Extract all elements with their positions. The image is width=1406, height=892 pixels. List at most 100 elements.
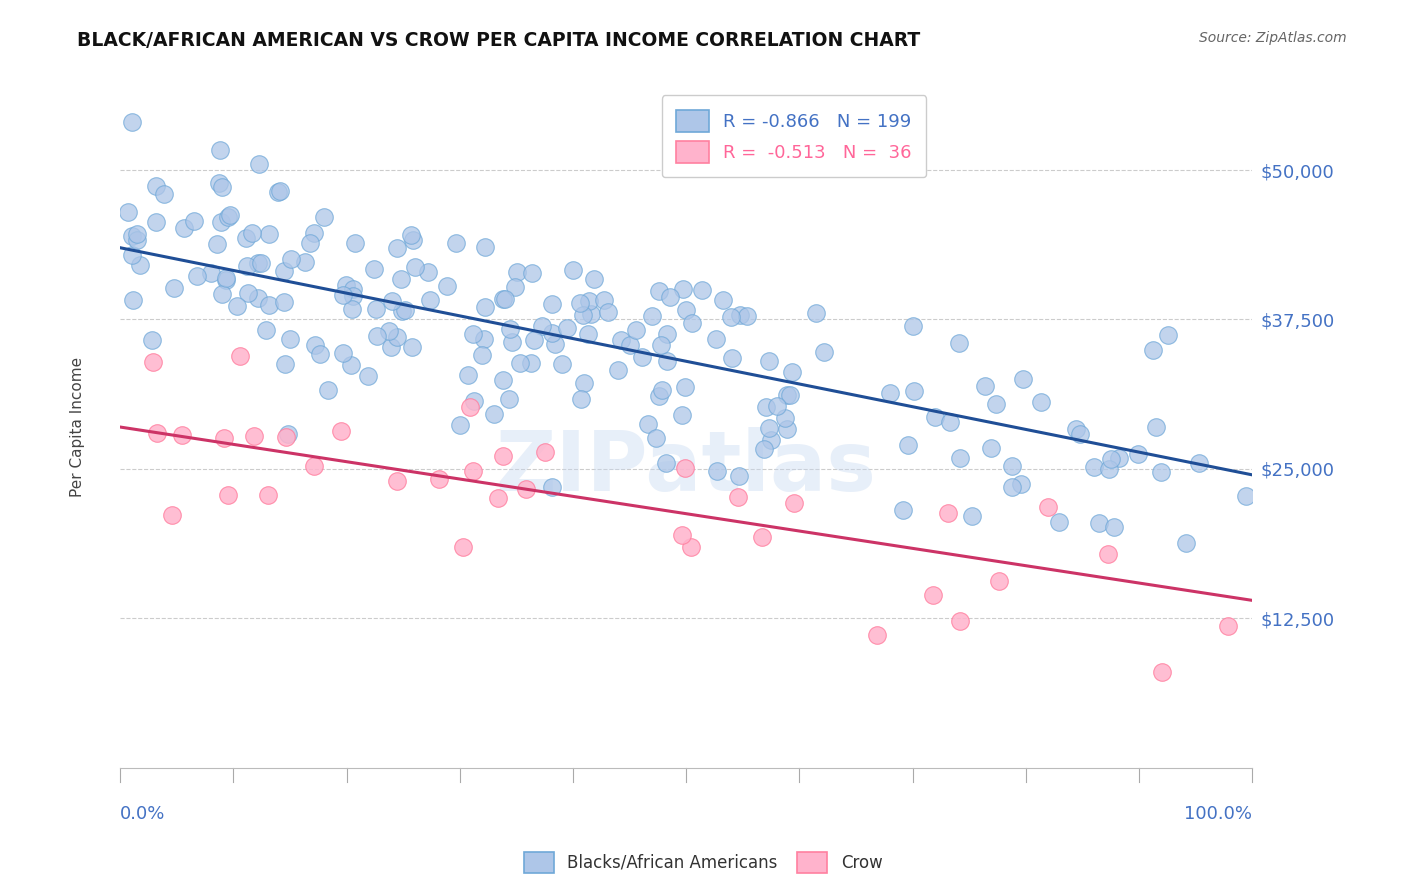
Point bbox=[541, 296, 564, 310]
Point bbox=[280, 252, 302, 267]
Point bbox=[988, 574, 1011, 588]
Point bbox=[766, 400, 789, 414]
Point bbox=[593, 293, 616, 308]
Point bbox=[901, 318, 924, 333]
Point bbox=[200, 266, 222, 280]
Point bbox=[342, 282, 364, 296]
Point bbox=[1150, 465, 1173, 479]
Point bbox=[1069, 427, 1091, 442]
Point bbox=[183, 214, 205, 228]
Point bbox=[540, 480, 562, 494]
Point bbox=[385, 475, 408, 489]
Point bbox=[1188, 456, 1211, 470]
Point bbox=[673, 461, 696, 475]
Point bbox=[755, 401, 778, 415]
Point bbox=[302, 227, 325, 241]
Point bbox=[366, 329, 388, 343]
Point bbox=[619, 337, 641, 351]
Point bbox=[644, 432, 666, 446]
Point bbox=[706, 464, 728, 478]
Text: 100.0%: 100.0% bbox=[1184, 805, 1253, 823]
Point bbox=[186, 269, 208, 284]
Point bbox=[655, 354, 678, 368]
Point bbox=[690, 283, 713, 297]
Point bbox=[340, 302, 363, 317]
Point bbox=[530, 318, 553, 333]
Point bbox=[217, 488, 239, 502]
Point bbox=[389, 271, 412, 285]
Point bbox=[671, 408, 693, 422]
Point bbox=[453, 541, 475, 555]
Point bbox=[215, 273, 238, 287]
Point bbox=[257, 298, 280, 312]
Point bbox=[752, 442, 775, 456]
Point bbox=[804, 306, 827, 320]
Point bbox=[257, 488, 280, 502]
Point bbox=[515, 483, 537, 497]
Point bbox=[657, 326, 679, 341]
Point bbox=[576, 326, 599, 341]
Point bbox=[269, 184, 291, 198]
Point bbox=[1157, 328, 1180, 343]
Point bbox=[572, 376, 595, 390]
Point bbox=[949, 450, 972, 465]
Point bbox=[217, 211, 239, 225]
Point bbox=[142, 355, 165, 369]
Point bbox=[145, 215, 167, 229]
Point bbox=[247, 156, 270, 170]
Point bbox=[170, 427, 193, 442]
Point bbox=[117, 205, 139, 219]
Point bbox=[948, 336, 970, 351]
Point bbox=[1031, 395, 1053, 409]
Point bbox=[520, 356, 543, 370]
Point bbox=[254, 323, 277, 337]
Point bbox=[1099, 451, 1122, 466]
Point bbox=[121, 293, 143, 307]
Point bbox=[246, 292, 269, 306]
Point bbox=[735, 309, 758, 323]
Point bbox=[1142, 343, 1164, 357]
Point bbox=[924, 410, 946, 425]
Point bbox=[235, 230, 257, 244]
Point bbox=[121, 228, 143, 243]
Point bbox=[499, 321, 522, 335]
Point bbox=[569, 392, 592, 407]
Point bbox=[776, 422, 799, 436]
Point bbox=[257, 227, 280, 242]
Point bbox=[339, 358, 361, 372]
Text: 0.0%: 0.0% bbox=[120, 805, 166, 823]
Point bbox=[624, 324, 647, 338]
Point bbox=[495, 292, 517, 306]
Point bbox=[949, 614, 972, 628]
Point bbox=[813, 344, 835, 359]
Point bbox=[173, 221, 195, 235]
Point bbox=[721, 351, 744, 365]
Point bbox=[1108, 451, 1130, 466]
Point bbox=[127, 227, 149, 241]
Point bbox=[236, 285, 259, 300]
Point bbox=[533, 444, 555, 458]
Point bbox=[759, 433, 782, 447]
Point bbox=[1234, 490, 1257, 504]
Point bbox=[544, 337, 567, 351]
Point bbox=[141, 333, 163, 347]
Point bbox=[399, 227, 422, 242]
Point bbox=[394, 302, 416, 317]
Text: Per Capita Income: Per Capita Income bbox=[70, 357, 84, 497]
Point bbox=[780, 365, 803, 379]
Point bbox=[561, 263, 583, 277]
Point bbox=[568, 295, 591, 310]
Point bbox=[329, 425, 352, 439]
Text: Source: ZipAtlas.com: Source: ZipAtlas.com bbox=[1199, 31, 1347, 45]
Point bbox=[607, 362, 630, 376]
Point bbox=[209, 215, 232, 229]
Point bbox=[903, 384, 925, 398]
Point bbox=[380, 340, 402, 354]
Point bbox=[492, 292, 515, 306]
Point bbox=[572, 308, 595, 322]
Point bbox=[540, 326, 562, 341]
Point bbox=[121, 248, 143, 262]
Point bbox=[939, 415, 962, 429]
Point bbox=[610, 333, 633, 347]
Point bbox=[641, 309, 664, 323]
